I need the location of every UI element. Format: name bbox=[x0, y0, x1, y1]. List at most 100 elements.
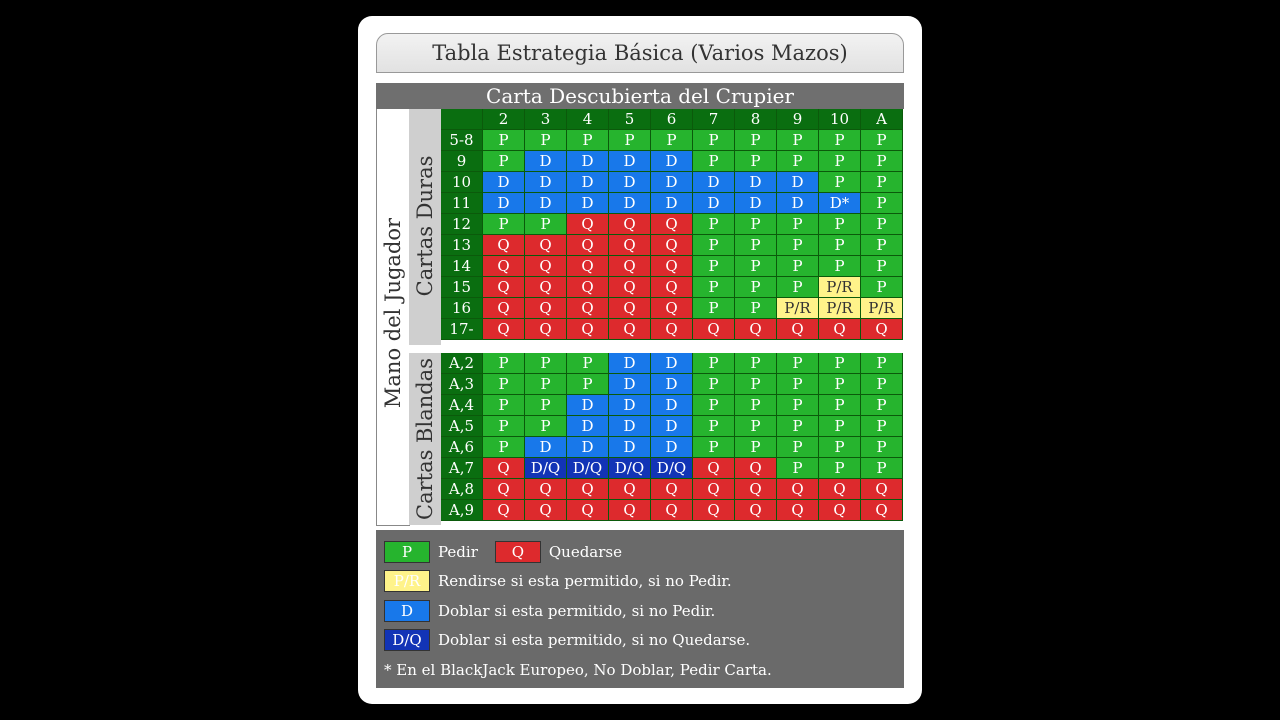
strategy-cell-value: P bbox=[708, 236, 719, 254]
strategy-cell-value: D/Q bbox=[530, 459, 561, 477]
strategy-cell-value: D bbox=[665, 375, 678, 393]
hard-hands-label: Cartas Duras bbox=[413, 155, 437, 297]
strategy-cell: Q bbox=[651, 235, 693, 256]
strategy-cell: P bbox=[483, 214, 525, 235]
legend-swatch-p: P bbox=[384, 541, 430, 563]
strategy-cell: P bbox=[777, 256, 819, 277]
strategy-cell-value: D bbox=[581, 417, 594, 435]
strategy-cell: D bbox=[651, 172, 693, 193]
player-hand-row-label: A,6 bbox=[441, 437, 483, 458]
strategy-cell: P bbox=[777, 416, 819, 437]
strategy-cell: P bbox=[777, 458, 819, 479]
strategy-cell-value: D bbox=[623, 354, 636, 372]
player-hand-row-label: A,3 bbox=[441, 374, 483, 395]
strategy-cell-value: Q bbox=[581, 236, 594, 254]
strategy-cell-value: P bbox=[876, 236, 887, 254]
strategy-cell: Q bbox=[609, 500, 651, 521]
legend-text-pedir: Pedir bbox=[438, 543, 478, 561]
player-hand-row-label: A,5 bbox=[441, 416, 483, 437]
strategy-cell-value: P bbox=[834, 417, 845, 435]
strategy-cell-value: Q bbox=[539, 257, 552, 275]
strategy-cell: P bbox=[777, 214, 819, 235]
strategy-cell: D bbox=[609, 437, 651, 458]
strategy-cell-value: Q bbox=[665, 480, 678, 498]
strategy-cell: P bbox=[819, 353, 861, 374]
strategy-cell-value: P bbox=[666, 131, 677, 149]
strategy-cell-value: D bbox=[707, 194, 720, 212]
legend-swatch-d: D bbox=[384, 600, 430, 622]
strategy-cell: P bbox=[735, 353, 777, 374]
strategy-cell-value: D bbox=[497, 194, 510, 212]
legend-text-quedarse: Quedarse bbox=[548, 543, 622, 561]
strategy-cell-value: Q bbox=[623, 299, 636, 317]
strategy-cell-value: P bbox=[540, 396, 551, 414]
strategy-cell-value: D/Q bbox=[656, 459, 687, 477]
strategy-cell-value: Q bbox=[581, 215, 594, 233]
strategy-cell: P bbox=[819, 235, 861, 256]
strategy-cell: P bbox=[819, 458, 861, 479]
dealer-card-column-header: 2 bbox=[483, 109, 525, 130]
strategy-cell: Q bbox=[735, 500, 777, 521]
legend-footnote: * En el BlackJack Europeo, No Doblar, Pe… bbox=[384, 661, 772, 679]
strategy-cell-value: D bbox=[539, 438, 552, 456]
strategy-cell-value: D bbox=[581, 173, 594, 191]
strategy-cell-value: P bbox=[582, 131, 593, 149]
dealer-card-column-header: 7 bbox=[693, 109, 735, 130]
strategy-cell-value: Q bbox=[707, 459, 720, 477]
strategy-cell: Q bbox=[483, 298, 525, 319]
soft-hands-label: Cartas Blandas bbox=[413, 358, 437, 520]
strategy-cell-value: P bbox=[834, 215, 845, 233]
strategy-cell: P bbox=[819, 256, 861, 277]
strategy-cell-value: P/R bbox=[826, 278, 853, 296]
strategy-cell-value: D bbox=[665, 354, 678, 372]
strategy-cell-value: P/R bbox=[826, 299, 853, 317]
strategy-cell: P bbox=[861, 130, 903, 151]
player-hand-row-label: 15 bbox=[441, 277, 483, 298]
legend-row-dq: D/Q Doblar si esta permitido, si no Qued… bbox=[384, 629, 750, 651]
strategy-cell: Q bbox=[525, 319, 567, 340]
strategy-cell: P bbox=[567, 130, 609, 151]
strategy-cell-value: Q bbox=[665, 257, 678, 275]
strategy-cell: P bbox=[483, 395, 525, 416]
strategy-cell-value: D bbox=[791, 194, 804, 212]
strategy-cell-value: P bbox=[708, 438, 719, 456]
strategy-cell-value: Q bbox=[581, 278, 594, 296]
strategy-cell-value: P bbox=[834, 375, 845, 393]
strategy-cell: P bbox=[861, 214, 903, 235]
dealer-card-column-header: 8 bbox=[735, 109, 777, 130]
strategy-cell: P bbox=[735, 214, 777, 235]
strategy-cell-value: P bbox=[876, 417, 887, 435]
player-hand-row-label: 16 bbox=[441, 298, 483, 319]
legend-row-d: D Doblar si esta permitido, si no Pedir. bbox=[384, 600, 715, 622]
player-hand-row-label: 13 bbox=[441, 235, 483, 256]
strategy-cell-value: Q bbox=[497, 320, 510, 338]
strategy-cell: D bbox=[651, 416, 693, 437]
strategy-cell-value: D bbox=[623, 396, 636, 414]
dealer-card-header: Carta Descubierta del Crupier bbox=[376, 83, 904, 109]
strategy-cell-value: Q bbox=[539, 320, 552, 338]
strategy-cell: P/R bbox=[819, 277, 861, 298]
strategy-cell-value: P bbox=[540, 354, 551, 372]
legend-text-dq: Doblar si esta permitido, si no Quedarse… bbox=[438, 631, 751, 649]
strategy-cell: P bbox=[693, 256, 735, 277]
strategy-cell: P bbox=[735, 277, 777, 298]
strategy-cell: P bbox=[483, 416, 525, 437]
strategy-cell-value: P bbox=[750, 396, 761, 414]
strategy-cell: Q bbox=[735, 458, 777, 479]
strategy-cell-value: P bbox=[498, 438, 509, 456]
strategy-cell: D bbox=[609, 193, 651, 214]
strategy-cell: D bbox=[777, 172, 819, 193]
strategy-cell-value: P bbox=[792, 152, 803, 170]
strategy-cell-value: Q bbox=[581, 480, 594, 498]
soft-hands-table: A,2 P P P D D P P P P P A,3 P P P D D P P P P P A,4 P P D D D P P P P P A… bbox=[441, 353, 903, 521]
strategy-cell: Q bbox=[609, 277, 651, 298]
strategy-cell: Q bbox=[525, 256, 567, 277]
strategy-cell-value: D bbox=[665, 396, 678, 414]
strategy-cell: Q bbox=[651, 256, 693, 277]
strategy-cell-value: D* bbox=[829, 194, 850, 212]
strategy-cell-value: P bbox=[582, 375, 593, 393]
legend-swatch-pr: P/R bbox=[384, 570, 430, 592]
strategy-cell: Q bbox=[651, 500, 693, 521]
player-hand-label-panel: Mano del Jugador bbox=[376, 109, 410, 526]
strategy-cell: D bbox=[651, 395, 693, 416]
